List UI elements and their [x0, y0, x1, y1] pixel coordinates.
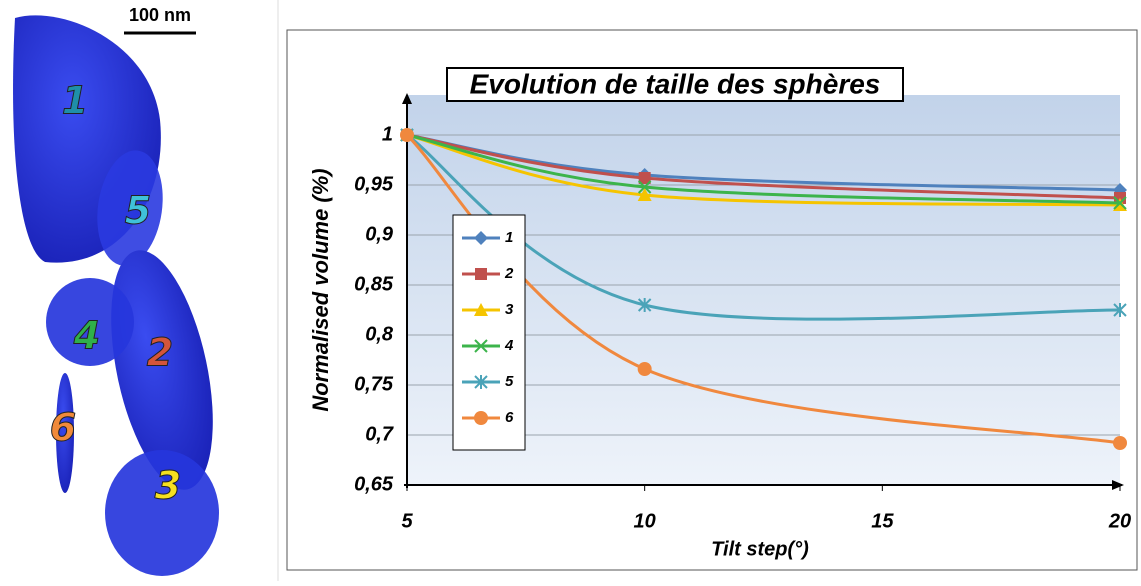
x-tick-label: 20 — [1108, 510, 1131, 532]
marker — [474, 339, 488, 353]
marker — [638, 172, 651, 184]
title-box — [446, 67, 904, 102]
marker — [474, 303, 488, 316]
particle — [56, 373, 74, 493]
chart-title: Evolution de taille des sphères — [470, 68, 881, 99]
y-tick-label: 0,8 — [365, 323, 394, 345]
axis-arrow — [1112, 480, 1124, 490]
particle-label: 3 — [155, 464, 181, 508]
legend-label: 4 — [504, 337, 514, 354]
render: 100 nm 1 5 4 2 6 3 — [13, 5, 219, 576]
x-tick-label: 5 — [401, 510, 413, 532]
marker — [1113, 196, 1127, 210]
marker — [637, 362, 652, 376]
y-tick-label: 0,7 — [365, 423, 394, 445]
y-tick-label: 1 — [382, 123, 393, 145]
y-tick-label: 0,65 — [354, 473, 394, 495]
particle — [111, 250, 213, 490]
legend — [452, 214, 526, 451]
marker — [637, 180, 652, 194]
x-tick-label: 10 — [634, 510, 656, 532]
series-line — [405, 133, 1121, 445]
scale-bar-label: 100 nm — [129, 5, 191, 25]
x-tick-label: 15 — [871, 510, 894, 532]
particle — [105, 450, 219, 576]
series-line — [406, 133, 1121, 321]
particle-label: 6 — [50, 406, 76, 450]
marker — [475, 268, 487, 280]
legend-label: 5 — [505, 373, 514, 390]
legend-label: 3 — [505, 301, 514, 318]
y-tick-label: 0,85 — [354, 273, 394, 295]
y-axis-label: Normalised volume (%) — [308, 168, 333, 411]
series-line — [406, 133, 1121, 207]
series-line — [406, 133, 1121, 200]
y-tick-label: 0,9 — [365, 223, 394, 245]
legend-label: 1 — [505, 229, 513, 246]
legend-label: 2 — [504, 265, 514, 282]
marker — [637, 298, 652, 312]
marker — [474, 375, 488, 389]
marker — [400, 128, 414, 142]
legend-label: 6 — [505, 409, 514, 426]
particle-label: 2 — [147, 331, 173, 375]
particle-label: 5 — [125, 189, 151, 233]
series-line — [406, 133, 1121, 205]
y-tick-label: 0,95 — [354, 173, 394, 195]
marker — [1113, 436, 1127, 450]
marker — [474, 231, 488, 245]
marker — [637, 188, 652, 201]
marker — [474, 411, 488, 425]
axis-arrow — [402, 93, 412, 104]
particle-label: 4 — [73, 314, 100, 358]
x-axis-label: Tilt step(°) — [711, 538, 809, 560]
marker — [1113, 303, 1127, 317]
particle — [46, 278, 134, 366]
particle — [97, 150, 163, 266]
particle-label: 1 — [62, 79, 88, 123]
y-tick-label: 0,75 — [354, 373, 394, 395]
series-group — [400, 128, 1127, 450]
